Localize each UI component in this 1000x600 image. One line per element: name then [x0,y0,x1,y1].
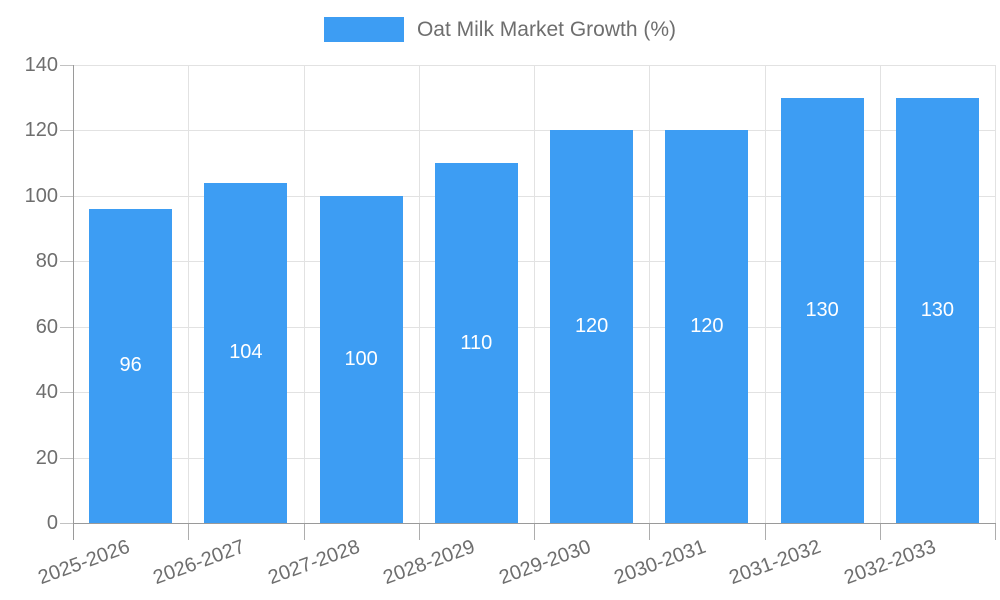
y-axis-tick [60,261,73,263]
bar[interactable]: 120 [665,130,749,523]
y-axis-tick [60,392,73,394]
legend-swatch[interactable] [323,17,404,42]
legend-label[interactable]: Oat Milk Market Growth (%) [416,18,677,41]
bar-value-label: 130 [920,298,955,321]
x-axis-tick [764,523,766,540]
bar-value-label: 110 [460,331,493,354]
bar-value-label: 130 [805,298,839,321]
bar[interactable]: 130 [895,97,979,523]
v-gridline [188,65,190,523]
bar[interactable]: 100 [319,195,403,523]
bar-value-label: 100 [344,347,378,370]
x-axis-line [73,523,996,524]
y-axis-tick [60,195,73,197]
bar[interactable]: 130 [780,97,864,523]
y-axis-tick-label: 0 [46,512,58,534]
v-gridline [995,65,996,523]
v-gridline [534,65,535,523]
bar-value-label: 104 [229,341,263,364]
bar[interactable]: 96 [89,208,173,523]
y-axis-tick-label: 20 [35,446,58,469]
x-axis-tick [73,523,74,540]
x-axis-tick [649,523,651,540]
v-gridline [879,65,881,523]
y-axis-tick-label: 100 [24,184,58,207]
y-axis-line [73,65,74,523]
v-gridline [418,65,420,523]
y-axis-tick [60,457,73,459]
bar[interactable]: 104 [204,182,288,523]
x-axis-tick [188,523,190,540]
y-axis-tick [60,326,73,328]
bar-value-label: 120 [574,315,609,338]
y-axis-tick-label: 140 [24,54,58,76]
bar-value-label: 96 [119,354,142,377]
x-axis-tick [995,523,996,540]
x-axis-tick [534,523,535,540]
y-axis-tick-label: 80 [35,250,58,273]
y-axis-tick-label: 120 [24,119,58,142]
v-gridline [303,65,305,523]
v-gridline [764,65,766,523]
bar[interactable]: 110 [434,163,518,523]
x-axis-tick [418,523,420,540]
x-axis-tick [303,523,305,540]
y-axis-tick-label: 40 [35,381,58,404]
y-axis-tick [60,130,73,132]
y-axis-tick [60,523,73,524]
bar[interactable]: 120 [550,130,634,523]
v-gridline [649,65,651,523]
y-axis-tick [60,65,73,66]
y-axis-tick-label: 60 [35,315,58,338]
bar-value-label: 120 [690,315,724,338]
legend[interactable]: Oat Milk Market Growth (%) [0,16,1000,43]
x-axis-tick [879,523,881,540]
